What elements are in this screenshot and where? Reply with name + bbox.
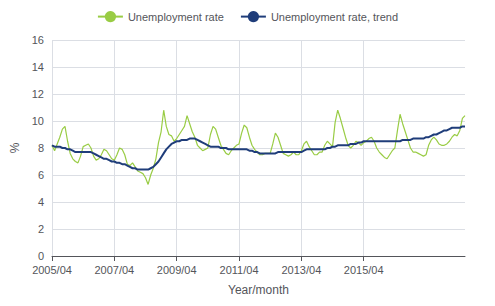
svg-text:14: 14 — [32, 61, 44, 73]
svg-text:2015/04: 2015/04 — [344, 264, 384, 276]
svg-text:2013/04: 2013/04 — [281, 264, 321, 276]
svg-text:16: 16 — [32, 34, 44, 46]
svg-text:%: % — [8, 142, 22, 153]
svg-text:Unemployment rate: Unemployment rate — [128, 11, 224, 23]
svg-text:2011/04: 2011/04 — [220, 264, 259, 276]
svg-text:Unemployment rate, trend: Unemployment rate, trend — [271, 11, 398, 23]
svg-text:2005/04: 2005/04 — [32, 264, 72, 276]
svg-text:2009/04: 2009/04 — [157, 264, 197, 276]
svg-text:Year/month: Year/month — [228, 283, 289, 297]
svg-text:2: 2 — [38, 223, 44, 235]
svg-text:12: 12 — [32, 88, 44, 100]
svg-text:10: 10 — [32, 115, 44, 127]
svg-text:0: 0 — [38, 250, 44, 262]
svg-text:6: 6 — [38, 169, 44, 181]
svg-text:2007/04: 2007/04 — [94, 264, 134, 276]
svg-text:4: 4 — [38, 196, 44, 208]
svg-text:8: 8 — [38, 142, 44, 154]
